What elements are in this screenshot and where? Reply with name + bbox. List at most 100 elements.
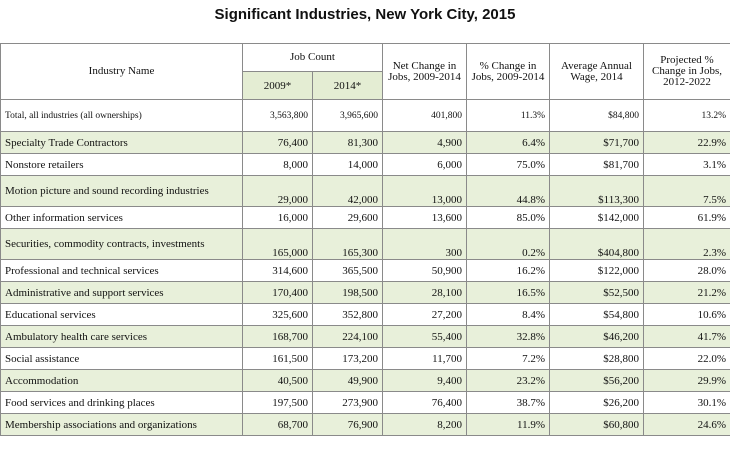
total-row: Total, all industries (all ownerships) 3… bbox=[0, 99, 730, 132]
header-pct-change: % Change in Jobs, 2009-2014 bbox=[466, 43, 550, 100]
net-change-cell: 6,000 bbox=[382, 153, 467, 176]
avg-wage-cell: $71,700 bbox=[549, 131, 644, 154]
pct-change-cell: 11.9% bbox=[466, 413, 550, 436]
projected-change-cell: 22.0% bbox=[643, 347, 730, 370]
industry-name-cell: Motion picture and sound recording indus… bbox=[0, 175, 243, 207]
pct-change-cell: 38.7% bbox=[466, 391, 550, 414]
jobs-2009-cell: 170,400 bbox=[242, 281, 313, 304]
pct-change-cell: 6.4% bbox=[466, 131, 550, 154]
jobs-2014-cell: 29,600 bbox=[312, 206, 383, 229]
table-row: Professional and technical services 314,6… bbox=[0, 259, 730, 282]
net-change-cell: 13,000 bbox=[382, 175, 467, 207]
total-jobs-2009: 3,563,800 bbox=[242, 99, 313, 132]
net-change-cell: 50,900 bbox=[382, 259, 467, 282]
total-net-change: 401,800 bbox=[382, 99, 467, 132]
table-row: Motion picture and sound recording indus… bbox=[0, 175, 730, 207]
industry-name-cell: Specialty Trade Contractors bbox=[0, 131, 243, 154]
total-avg-wage: $84,800 bbox=[549, 99, 644, 132]
jobs-2009-cell: 76,400 bbox=[242, 131, 313, 154]
table-row: Administrative and support services 170,4… bbox=[0, 281, 730, 304]
pct-change-cell: 85.0% bbox=[466, 206, 550, 229]
table-row: Educational services 325,600 352,800 27,200… bbox=[0, 303, 730, 326]
projected-change-cell: 7.5% bbox=[643, 175, 730, 207]
projected-change-cell: 21.2% bbox=[643, 281, 730, 304]
jobs-2014-cell: 165,300 bbox=[312, 228, 383, 260]
avg-wage-cell: $122,000 bbox=[549, 259, 644, 282]
header-net-change: Net Change in Jobs, 2009-2014 bbox=[382, 43, 467, 100]
jobs-2009-cell: 68,700 bbox=[242, 413, 313, 436]
projected-change-cell: 2.3% bbox=[643, 228, 730, 260]
jobs-2014-cell: 365,500 bbox=[312, 259, 383, 282]
table-row: Nonstore retailers 8,000 14,000 6,000 75.0% $… bbox=[0, 153, 730, 176]
pct-change-cell: 0.2% bbox=[466, 228, 550, 260]
projected-change-cell: 10.6% bbox=[643, 303, 730, 326]
industries-table: Industry Name Job Count Net Change in Jo… bbox=[0, 43, 730, 436]
net-change-cell: 76,400 bbox=[382, 391, 467, 414]
avg-wage-cell: $54,800 bbox=[549, 303, 644, 326]
projected-change-cell: 22.9% bbox=[643, 131, 730, 154]
total-jobs-2014: 3,965,600 bbox=[312, 99, 383, 132]
pct-change-cell: 32.8% bbox=[466, 325, 550, 348]
projected-change-cell: 41.7% bbox=[643, 325, 730, 348]
avg-wage-cell: $56,200 bbox=[549, 369, 644, 392]
pct-change-cell: 16.5% bbox=[466, 281, 550, 304]
jobs-2014-cell: 224,100 bbox=[312, 325, 383, 348]
industry-name-cell: Membership associations and organization… bbox=[0, 413, 243, 436]
industry-name-cell: Educational services bbox=[0, 303, 243, 326]
net-change-cell: 300 bbox=[382, 228, 467, 260]
table-row: Food services and drinking places 197,500… bbox=[0, 391, 730, 414]
jobs-2014-cell: 273,900 bbox=[312, 391, 383, 414]
pct-change-cell: 16.2% bbox=[466, 259, 550, 282]
industry-name-cell: Other information services bbox=[0, 206, 243, 229]
jobs-2009-cell: 165,000 bbox=[242, 228, 313, 260]
avg-wage-cell: $28,800 bbox=[549, 347, 644, 370]
table-row: Specialty Trade Contractors 76,400 81,300 4… bbox=[0, 131, 730, 154]
jobs-2009-cell: 325,600 bbox=[242, 303, 313, 326]
jobs-2014-cell: 76,900 bbox=[312, 413, 383, 436]
table-row: Social assistance 161,500 173,200 11,700 7.2… bbox=[0, 347, 730, 370]
table-title: Significant Industries, New York City, 2… bbox=[214, 6, 516, 23]
avg-wage-cell: $142,000 bbox=[549, 206, 644, 229]
table-row: Accommodation 40,500 49,900 9,400 23.2% $56,2… bbox=[0, 369, 730, 392]
jobs-2014-cell: 14,000 bbox=[312, 153, 383, 176]
projected-change-cell: 3.1% bbox=[643, 153, 730, 176]
total-projected: 13.2% bbox=[643, 99, 730, 132]
net-change-cell: 9,400 bbox=[382, 369, 467, 392]
pct-change-cell: 7.2% bbox=[466, 347, 550, 370]
projected-change-cell: 61.9% bbox=[643, 206, 730, 229]
industry-name-cell: Accommodation bbox=[0, 369, 243, 392]
jobs-2009-cell: 29,000 bbox=[242, 175, 313, 207]
jobs-2009-cell: 168,700 bbox=[242, 325, 313, 348]
jobs-2014-cell: 352,800 bbox=[312, 303, 383, 326]
net-change-cell: 8,200 bbox=[382, 413, 467, 436]
net-change-cell: 28,100 bbox=[382, 281, 467, 304]
industry-name-cell: Securities, commodity contracts, investm… bbox=[0, 228, 243, 260]
header-projected-change: Projected % Change in Jobs, 2012-2022 bbox=[643, 43, 730, 100]
net-change-cell: 4,900 bbox=[382, 131, 467, 154]
jobs-2009-cell: 161,500 bbox=[242, 347, 313, 370]
industry-name-cell: Food services and drinking places bbox=[0, 391, 243, 414]
table-row: Securities, commodity contracts, investm… bbox=[0, 228, 730, 260]
jobs-2009-cell: 8,000 bbox=[242, 153, 313, 176]
jobs-2009-cell: 314,600 bbox=[242, 259, 313, 282]
jobs-2009-cell: 40,500 bbox=[242, 369, 313, 392]
table-row: Membership associations and organization… bbox=[0, 413, 730, 436]
header-industry-name: Industry Name bbox=[0, 43, 243, 100]
total-name: Total, all industries (all ownerships) bbox=[0, 99, 243, 132]
header-year-2014: 2014* bbox=[312, 71, 383, 100]
projected-change-cell: 30.1% bbox=[643, 391, 730, 414]
avg-wage-cell: $113,300 bbox=[549, 175, 644, 207]
avg-wage-cell: $52,500 bbox=[549, 281, 644, 304]
jobs-2014-cell: 49,900 bbox=[312, 369, 383, 392]
net-change-cell: 13,600 bbox=[382, 206, 467, 229]
industry-name-cell: Nonstore retailers bbox=[0, 153, 243, 176]
pct-change-cell: 23.2% bbox=[466, 369, 550, 392]
jobs-2009-cell: 16,000 bbox=[242, 206, 313, 229]
projected-change-cell: 29.9% bbox=[643, 369, 730, 392]
industry-name-cell: Social assistance bbox=[0, 347, 243, 370]
avg-wage-cell: $81,700 bbox=[549, 153, 644, 176]
table-row: Other information services 16,000 29,600 13… bbox=[0, 206, 730, 229]
industry-name-cell: Ambulatory health care services bbox=[0, 325, 243, 348]
pct-change-cell: 75.0% bbox=[466, 153, 550, 176]
industry-name-cell: Administrative and support services bbox=[0, 281, 243, 304]
